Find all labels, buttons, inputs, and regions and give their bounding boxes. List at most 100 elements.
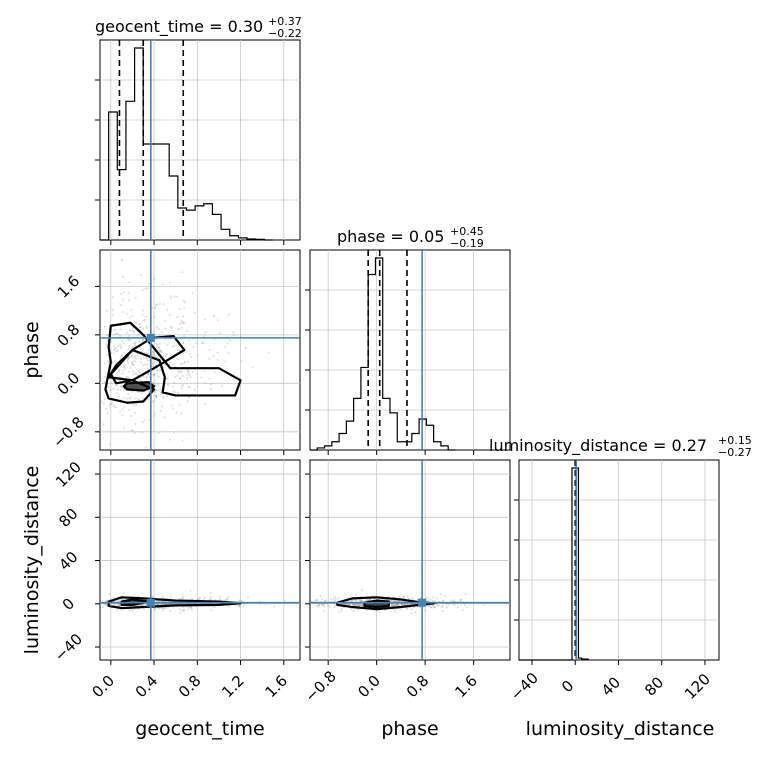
sample-point: [166, 308, 169, 311]
sample-point: [358, 603, 361, 606]
sample-point: [358, 603, 361, 606]
sample-point: [164, 327, 167, 330]
sample-point: [183, 321, 186, 324]
sample-point: [125, 331, 128, 334]
sample-point: [193, 311, 196, 314]
sample-point: [119, 389, 122, 392]
sample-point: [104, 603, 107, 606]
sample-point: [321, 598, 324, 601]
sample-point: [178, 597, 181, 600]
sample-point: [134, 423, 137, 426]
sample-point: [180, 370, 183, 373]
sample-point: [154, 389, 157, 392]
sample-point: [151, 361, 154, 364]
sample-point: [396, 600, 399, 603]
sample-point: [134, 341, 137, 344]
sample-point: [176, 374, 179, 377]
sample-point: [176, 391, 179, 394]
sample-point: [115, 361, 118, 364]
sample-point: [440, 605, 443, 608]
sample-point: [127, 392, 130, 395]
y-tick-label: −40: [51, 630, 86, 665]
sample-point: [180, 362, 183, 365]
sample-point: [169, 362, 172, 365]
y-tick-label: 0: [59, 595, 78, 614]
x-tick-label: 0.8: [403, 672, 433, 702]
sample-point: [129, 339, 132, 342]
sample-point: [395, 604, 398, 607]
y-axis-label-phase: phase: [21, 321, 43, 378]
sample-point: [113, 329, 116, 332]
sample-point: [131, 315, 134, 318]
sample-point: [153, 373, 156, 376]
y-tick-label: 1.6: [54, 272, 84, 302]
sample-point: [109, 603, 112, 606]
sample-point: [107, 386, 110, 389]
sample-point: [118, 343, 121, 346]
sample-point: [226, 597, 229, 600]
sample-point: [393, 604, 396, 607]
sample-point: [190, 608, 193, 611]
sample-point: [189, 606, 192, 609]
sample-point: [187, 608, 190, 611]
sample-point: [146, 359, 149, 362]
sample-point: [159, 349, 162, 352]
sample-point: [464, 592, 467, 595]
sample-point: [424, 609, 427, 612]
sample-point: [323, 599, 326, 602]
sample-point: [101, 606, 104, 609]
x-tick-label: 40: [598, 673, 624, 699]
panel-frame: [309, 249, 511, 451]
sample-point: [334, 600, 337, 603]
sample-point: [183, 307, 186, 310]
sample-point: [148, 390, 151, 393]
sample-point: [391, 600, 394, 603]
sample-point: [186, 377, 189, 380]
sample-point: [145, 357, 148, 360]
sample-point: [188, 386, 191, 389]
sample-point: [152, 382, 155, 385]
sample-point: [113, 603, 116, 606]
sample-point: [153, 306, 156, 309]
sample-point: [180, 363, 183, 366]
sample-point: [101, 400, 104, 403]
sample-point: [350, 608, 353, 611]
sample-point: [406, 608, 409, 611]
sample-point: [138, 340, 141, 343]
sample-point: [232, 331, 235, 334]
sample-point: [317, 605, 320, 608]
sample-point: [452, 599, 455, 602]
sample-point: [158, 346, 161, 349]
sample-point: [213, 371, 216, 374]
sample-point: [142, 396, 145, 399]
sample-point: [121, 339, 124, 342]
sample-point: [403, 595, 406, 598]
sample-point: [141, 339, 144, 342]
sample-point: [172, 363, 175, 366]
sample-point: [172, 390, 175, 393]
truth-marker: [146, 333, 155, 342]
sample-point: [137, 391, 140, 394]
sample-point: [203, 382, 206, 385]
sample-point: [143, 363, 146, 366]
sample-point: [162, 303, 165, 306]
sample-point: [182, 321, 185, 324]
sample-point: [122, 598, 125, 601]
sample-point: [127, 348, 130, 351]
sample-point: [120, 354, 123, 357]
sample-point: [463, 603, 466, 606]
sample-point: [110, 381, 113, 384]
sample-point: [103, 325, 106, 328]
sample-point: [179, 370, 182, 373]
sample-point: [147, 282, 150, 285]
truth-marker: [146, 598, 155, 607]
sample-point: [179, 322, 182, 325]
sample-point: [181, 315, 184, 318]
sample-point: [131, 429, 134, 432]
sample-point: [118, 604, 121, 607]
sample-point: [122, 592, 125, 595]
sample-point: [360, 604, 363, 607]
sample-point: [159, 410, 162, 413]
sample-point: [127, 356, 130, 359]
